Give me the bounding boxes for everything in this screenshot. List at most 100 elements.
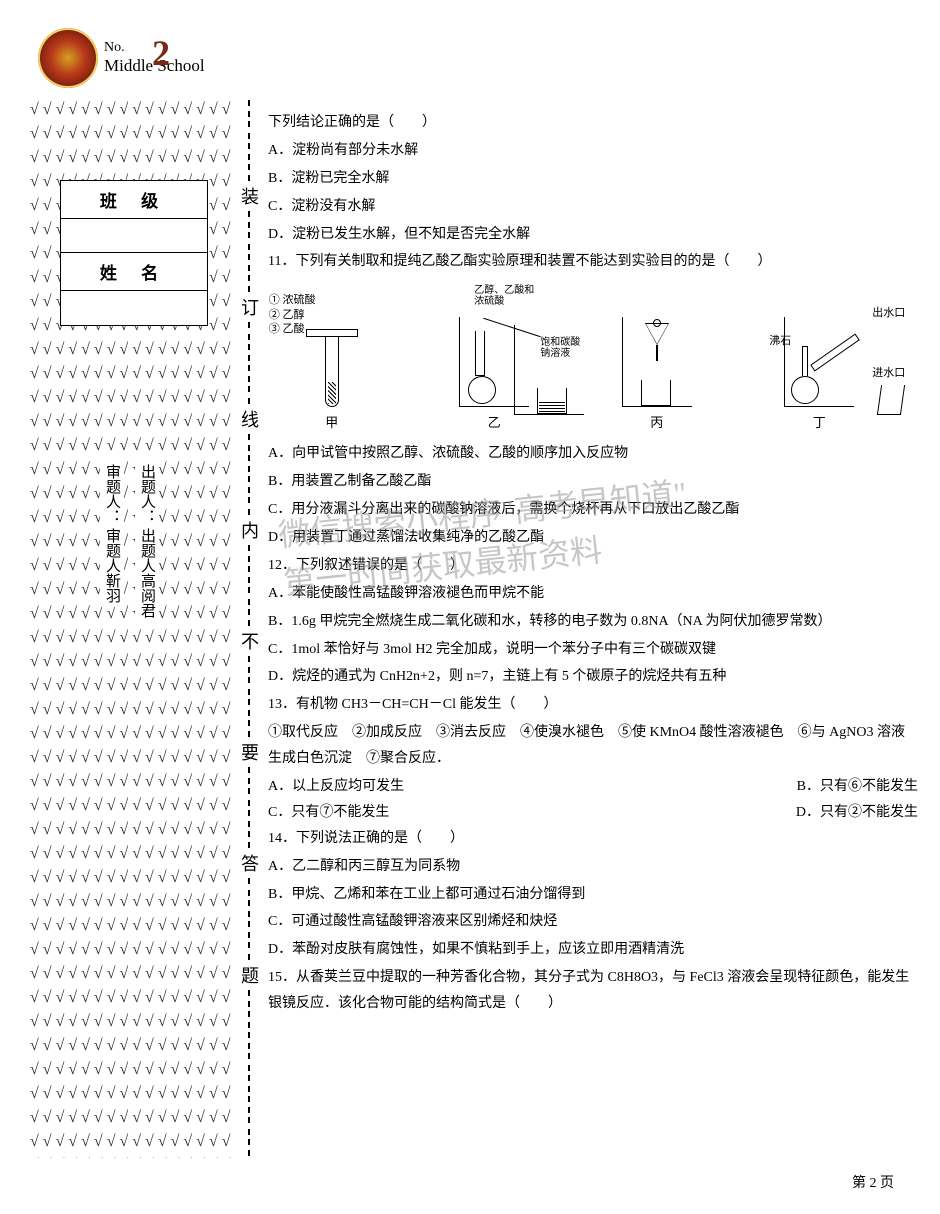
margin-char: 题 [236,966,262,984]
q12-opt-b: B．1.6g 甲烷完全燃烧生成二氧化碳和水，转移的电子数为 0.8NA（NA 为… [268,609,918,635]
margin-dash [248,942,250,959]
device-jia: ① 浓硫酸 ② 乙醇 ③ 乙酸 甲 [277,285,387,435]
margin-dash [248,990,250,1007]
margin-dash [248,344,250,361]
class-label: 班 级 [61,181,207,219]
margin-dash [248,275,250,292]
margin-dash [248,720,250,737]
ding-label: 丁 [813,411,826,435]
margin-dash [248,699,250,716]
margin-dash [248,587,250,604]
margin-dash [248,164,250,181]
margin-dash [248,788,250,805]
margin-dash [248,545,250,562]
author-column: 出题人： 出题人高阅君 [135,460,159,622]
device-ding: 出水口 沸石 进水口 丁 [729,285,909,435]
class-input-blank[interactable] [61,219,207,253]
question-content: 下列结论正确的是（ ） A．淀粉尚有部分未水解 B．淀粉已完全水解 C．淀粉没有… [268,110,918,1019]
q12-opt-c: C．1mol 苯恰好与 3mol H2 完全加成，说明一个苯分子中有三个碳碳双键 [268,637,918,663]
margin-dash [248,1053,250,1070]
device-bing: 丙 [602,285,712,435]
yi-label-mid: 饱和碳酸钠溶液 [540,337,588,359]
q11-opt-d: D．用装置丁通过蒸馏法收集纯净的乙酸乙酯 [268,525,918,551]
reviewer-name: 审题人靳羽 [104,528,120,603]
margin-dash [248,1011,250,1028]
q14-opt-a: A．乙二醇和丙三醇互为同系物 [268,854,918,880]
margin-dash [248,232,250,249]
author-name: 出题人高阅君 [139,528,155,618]
margin-char: 答 [236,854,262,872]
q12-opt-d: D．烷烃的通式为 CnH2n+2，则 n=7，主链上有 5 个碳原子的烷烃共有五… [268,664,918,690]
logo-z-icon: 2 [152,32,170,74]
margin-dash [248,677,250,694]
yi-label-top: 乙醇、乙酸和浓硫酸 [474,285,534,307]
q14-opt-d: D．苯酚对皮肤有腐蚀性，如果不慎粘到手上，应该立即用酒精清洗 [268,937,918,963]
q10-opt-c: C．淀粉没有水解 [268,194,918,220]
page-footer: 第 2 页 [852,1172,894,1192]
q10-opt-b: B．淀粉已完全水解 [268,166,918,192]
margin-dash [248,476,250,493]
margin-dash [248,921,250,938]
q14-stem: 14．下列说法正确的是（ ） [268,826,918,852]
q11-opt-b: B．用装置乙制备乙酸乙酯 [268,469,918,495]
margin-dash [248,1117,250,1134]
margin-dash [248,566,250,583]
margin-dash [248,810,250,827]
bing-label: 丙 [650,411,663,435]
student-info-box: 班 级 姓 名 [60,180,208,326]
yi-label: 乙 [488,411,501,435]
q15-stem: 15．从香荚兰豆中提取的一种芳香化合物，其分子式为 C8H8O3，与 FeCl3… [268,965,918,1017]
q13-stem: 13．有机物 CH3－CH=CH－Cl 能发生（ ） [268,692,918,718]
q13-opt-b: B．只有⑥不能发生 [797,774,918,800]
jia-label-2: ② 乙醇 [269,308,316,322]
q14-opt-c: C．可通过酸性高锰酸钾溶液来区别烯烃和炔烃 [268,909,918,935]
q14-opt-b: B．甲烷、乙烯和苯在工业上都可通过石油分馏得到 [268,882,918,908]
margin-dash [248,1139,250,1156]
binding-margin: 装订线内不要答题 [235,98,263,1158]
jia-label-1: ① 浓硫酸 [269,293,316,307]
margin-char: 不 [236,632,262,650]
margin-char: 要 [236,743,262,761]
logo-line1: No. [104,40,125,55]
margin-dash [248,1096,250,1113]
margin-dash [248,386,250,403]
author-label: 出题人： [139,464,155,524]
q13-opt-a: A．以上反应均可发生 [268,774,797,800]
q12-stem: 12．下列叙述错误的是（ ） [268,553,918,579]
margin-dash [248,100,250,117]
margin-char: 订 [236,298,262,316]
q10-opt-a: A．淀粉尚有部分未水解 [268,138,918,164]
q10-intro: 下列结论正确的是（ ） [268,110,918,136]
name-label: 姓 名 [61,253,207,291]
q11-opt-a: A．向甲试管中按照乙醇、浓硫酸、乙酸的顺序加入反应物 [268,441,918,467]
margin-dash [248,1075,250,1092]
q11-diagram: ① 浓硫酸 ② 乙醇 ③ 乙酸 甲 乙醇、乙酸和浓硫酸 饱和碳酸钠溶液 乙 丙 … [268,285,918,435]
margin-char: 内 [236,521,262,539]
margin-dash [248,143,250,160]
margin-dash [248,365,250,382]
ding-out: 出水口 [872,303,905,323]
school-logo: No. 2 Middle School [38,28,205,88]
margin-dash [248,900,250,917]
margin-dash [248,609,250,626]
ding-in: 进水口 [872,363,905,383]
margin-dash [248,656,250,673]
device-yi: 乙醇、乙酸和浓硫酸 饱和碳酸钠溶液 乙 [404,285,584,435]
logo-text: No. 2 Middle School [104,40,205,76]
margin-dash [248,767,250,784]
margin-char: 线 [236,410,262,428]
name-input-blank[interactable] [61,291,207,325]
q10-opt-d: D．淀粉已发生水解，但不知是否完全水解 [268,222,918,248]
margin-dash [248,497,250,514]
margin-dash [248,254,250,271]
logo-badge-icon [38,28,98,88]
q11-opt-c: C．用分液漏斗分离出来的碳酸钠溶液后，需换个烧杯再从下口放出乙酸乙酯 [268,497,918,523]
reviewer-column: 审题人： 审题人靳羽 [100,460,124,607]
margin-dash [248,455,250,472]
margin-dash [248,211,250,228]
q12-opt-a: A．苯能使酸性高锰酸钾溶液褪色而甲烷不能 [268,581,918,607]
margin-dash [248,878,250,895]
q11-stem: 11．下列有关制取和提纯乙酸乙酯实验原理和装置不能达到实验目的的是（ ） [268,249,918,275]
margin-dash [248,831,250,848]
reviewer-label: 审题人： [104,464,120,524]
